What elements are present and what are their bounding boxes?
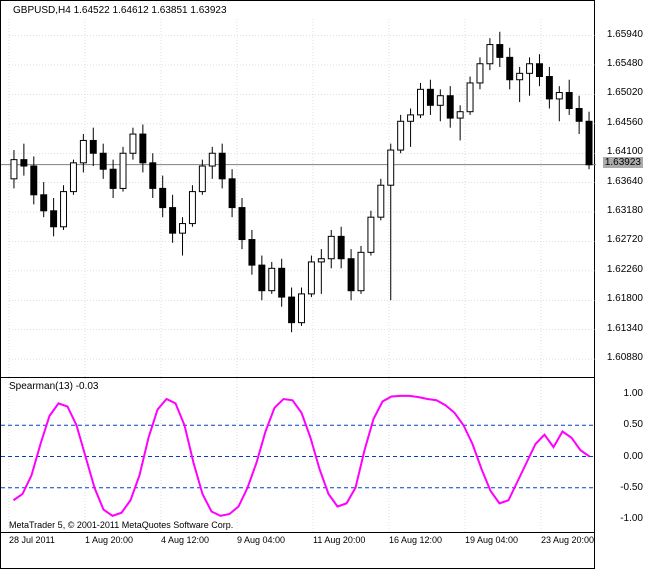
price-tick: 1.63640: [607, 176, 643, 187]
time-tick: 28 Jul 2011: [9, 535, 55, 545]
price-tick: 1.62720: [607, 234, 643, 245]
indicator-tick: -1.00: [620, 513, 643, 524]
price-tick: 1.63180: [607, 205, 643, 216]
price-tick: 1.65020: [607, 87, 643, 98]
price-chart-panel[interactable]: GBPUSD,H4 1.64522 1.64612 1.63851 1.6392…: [0, 0, 595, 378]
indicator-value: -0.03: [76, 381, 99, 392]
price-tick: 1.62260: [607, 264, 643, 275]
indicator-title: Spearman(13) -0.03: [9, 381, 99, 392]
indicator-tick: 0.50: [624, 419, 643, 430]
time-tick: 9 Aug 04:00: [237, 535, 285, 545]
chart-title: GBPUSD,H4 1.64522 1.64612 1.63851 1.6392…: [13, 5, 227, 16]
price-tick: 1.61800: [607, 293, 643, 304]
price-tick: 1.64560: [607, 117, 643, 128]
price-tick: 1.60880: [607, 352, 643, 363]
price-tick: 1.61340: [607, 323, 643, 334]
current-price-label: 1.63923: [603, 157, 643, 168]
price-y-axis: 1.60880 1.61340 1.61800 1.62260 1.62720 1.631…: [595, 0, 647, 378]
candlestick-svg: [1, 1, 596, 379]
ohlc-label: 1.64522 1.64612 1.63851 1.63923: [74, 5, 227, 16]
time-tick: 1 Aug 20:00: [85, 535, 133, 545]
indicator-panel[interactable]: Spearman(13) -0.03 MetaTrader 5, © 2001-…: [0, 378, 595, 533]
indicator-tick: 1.00: [624, 388, 643, 399]
price-tick: 1.65480: [607, 58, 643, 69]
indicator-tick: -0.50: [620, 482, 643, 493]
time-tick: 16 Aug 12:00: [389, 535, 442, 545]
time-tick: 19 Aug 04:00: [465, 535, 518, 545]
chart-container: GBPUSD,H4 1.64522 1.64612 1.63851 1.6392…: [0, 0, 647, 569]
indicator-y-axis: -1.00 -0.50 0.00 0.50 1.00: [595, 378, 647, 533]
copyright: MetaTrader 5, © 2001-2011 MetaQuotes Sof…: [9, 520, 233, 530]
indicator-svg: [1, 378, 596, 533]
time-tick: 11 Aug 20:00: [313, 535, 365, 545]
time-x-axis: 28 Jul 2011 1 Aug 20:00 4 Aug 12:00 9 Aug 0…: [0, 533, 595, 569]
time-tick: 4 Aug 12:00: [161, 535, 209, 545]
indicator-name: Spearman(13): [9, 381, 73, 392]
price-tick: 1.65940: [607, 29, 643, 40]
indicator-tick: 0.00: [624, 451, 643, 462]
symbol-label: GBPUSD,H4: [13, 5, 71, 16]
time-tick: 23 Aug 20:00: [541, 535, 594, 545]
